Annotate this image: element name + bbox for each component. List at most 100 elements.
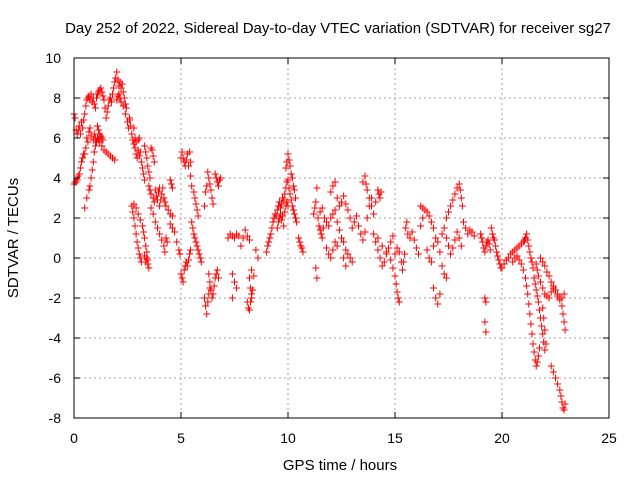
data-point — [128, 130, 136, 138]
data-point — [440, 270, 448, 278]
data-point — [430, 224, 437, 232]
data-point — [167, 180, 175, 188]
data-point — [215, 182, 222, 190]
data-point — [380, 258, 388, 266]
data-point — [162, 202, 170, 210]
data-point — [285, 184, 293, 192]
data-point — [161, 198, 169, 206]
data-point — [247, 298, 255, 306]
data-point — [395, 298, 403, 306]
data-point — [187, 158, 195, 166]
data-point — [149, 210, 157, 218]
data-point — [89, 158, 97, 166]
data-point — [464, 230, 472, 238]
data-point — [394, 294, 402, 302]
data-point — [477, 230, 485, 238]
data-point — [427, 258, 435, 266]
data-point — [543, 268, 551, 276]
data-point — [162, 234, 170, 242]
data-point — [160, 242, 168, 250]
data-point — [202, 302, 210, 310]
data-point — [142, 148, 150, 156]
data-point — [191, 194, 199, 202]
data-point — [387, 238, 395, 246]
data-point — [363, 186, 371, 194]
data-point — [82, 144, 90, 152]
data-point — [481, 318, 489, 326]
data-point — [319, 224, 327, 232]
data-point — [557, 392, 565, 400]
data-point — [399, 266, 406, 274]
data-point — [264, 242, 272, 250]
data-point — [540, 314, 548, 322]
data-point — [202, 188, 210, 196]
data-point — [340, 192, 348, 200]
data-point — [278, 216, 286, 224]
data-point — [346, 214, 354, 222]
data-point — [531, 280, 539, 288]
data-point — [217, 174, 225, 182]
data-point — [175, 246, 183, 254]
data-point — [237, 242, 245, 250]
data-point — [140, 228, 148, 236]
data-point — [312, 264, 320, 272]
data-point — [182, 156, 190, 164]
data-point — [285, 156, 293, 164]
x-tick-label: 25 — [601, 430, 617, 446]
data-point — [344, 206, 352, 214]
data-point — [145, 182, 153, 190]
data-point — [495, 256, 503, 264]
data-point — [295, 234, 303, 242]
y-tick-label: 8 — [53, 90, 61, 106]
data-point — [288, 174, 296, 182]
data-point — [406, 234, 414, 242]
data-point — [287, 196, 295, 204]
data-point — [284, 202, 292, 210]
data-point — [545, 294, 553, 302]
axis-ticks — [73, 57, 610, 419]
data-point — [325, 222, 333, 230]
data-point — [250, 272, 258, 280]
data-point — [335, 202, 343, 210]
data-point — [180, 266, 188, 274]
data-point — [312, 198, 320, 206]
data-point — [542, 340, 550, 348]
data-point — [141, 234, 149, 242]
data-point — [188, 182, 196, 190]
data-point — [370, 230, 378, 238]
data-point — [539, 304, 547, 312]
data-point — [265, 238, 273, 246]
data-point — [241, 226, 249, 234]
data-point — [515, 256, 523, 264]
data-point — [457, 194, 465, 202]
data-point — [493, 248, 501, 256]
data-point — [434, 300, 442, 308]
data-point — [248, 290, 256, 298]
data-point — [389, 232, 397, 240]
data-point — [348, 258, 356, 266]
data-point — [144, 162, 152, 170]
data-point — [357, 230, 365, 238]
data-point — [205, 174, 213, 182]
data-point — [149, 152, 157, 160]
data-point — [113, 68, 121, 76]
data-point — [248, 266, 256, 274]
data-point — [86, 182, 94, 190]
data-point — [447, 202, 455, 210]
data-point — [549, 282, 557, 290]
data-point — [541, 262, 549, 270]
data-point — [194, 246, 202, 254]
data-point — [451, 236, 459, 244]
x-tick-label: 15 — [387, 430, 403, 446]
data-point — [80, 116, 88, 124]
data-point — [440, 224, 448, 232]
data-point — [82, 102, 90, 110]
data-point — [460, 218, 467, 226]
data-point — [121, 110, 129, 118]
data-point — [193, 206, 201, 214]
data-point — [293, 218, 301, 226]
data-point — [513, 252, 521, 260]
data-point — [289, 206, 297, 214]
data-point — [158, 236, 166, 244]
